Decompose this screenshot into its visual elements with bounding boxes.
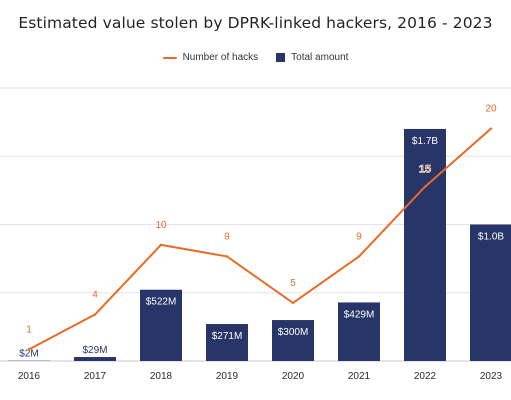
- bar-label-2017: $29M: [82, 345, 107, 356]
- bar-2020: [272, 320, 314, 361]
- bar-2021: [338, 302, 380, 361]
- hacks-point-2019: [225, 255, 229, 258]
- hacks-point-2023: [489, 127, 493, 130]
- bar-label-2023: $1.0B: [478, 232, 504, 243]
- hacks-point-2017: [93, 313, 97, 316]
- hacks-label-2020: 5: [290, 278, 296, 289]
- hacks-point-2022: [423, 185, 427, 188]
- bar-label-2020: $300M: [278, 327, 309, 338]
- legend-item-amount: Total amount: [276, 52, 348, 63]
- bar-label-2016: $2M: [19, 349, 38, 360]
- legend-label-amount: Total amount: [291, 52, 349, 63]
- x-tick-2023: 2023: [480, 371, 503, 382]
- hacks-point-2018: [159, 243, 163, 247]
- bar-label-2018: $522M: [146, 297, 177, 308]
- x-tick-2017: 2017: [84, 371, 107, 382]
- bar-label-2022: $1.7B: [412, 136, 438, 147]
- hacks-label-2023: 20: [485, 104, 497, 115]
- chart-title: Estimated value stolen by DPRK-linked ha…: [18, 14, 493, 32]
- x-tick-2022: 2022: [414, 371, 437, 382]
- bar-2022: [404, 128, 446, 361]
- bar-2019: [206, 324, 248, 361]
- hacks-point-2021: [357, 255, 361, 258]
- legend: Number of hacks Total amount: [0, 52, 511, 63]
- hacks-point-2016: [27, 348, 31, 351]
- bar-2017: [74, 357, 116, 361]
- hacks-label-2017: 4: [92, 290, 98, 301]
- hacks-point-2020: [291, 301, 295, 305]
- x-tick-2021: 2021: [348, 371, 371, 382]
- hacks-label-2021: 9: [356, 231, 362, 242]
- x-tick-2016: 2016: [18, 371, 41, 382]
- x-tick-2019: 2019: [216, 371, 239, 382]
- hacks-label-2018: 10: [155, 220, 167, 231]
- x-tick-2018: 2018: [150, 371, 173, 382]
- bar-2018: [140, 289, 182, 361]
- hacks-label-2016: 1: [26, 324, 32, 335]
- hacks-line: [28, 127, 492, 351]
- legend-line-swatch: [162, 56, 177, 59]
- legend-item-hacks: Number of hacks: [162, 52, 259, 63]
- hacks-label-2019: 9: [224, 231, 230, 242]
- x-tick-2020: 2020: [282, 371, 305, 382]
- bar-2023: [470, 224, 511, 361]
- legend-label-hacks: Number of hacks: [182, 52, 259, 63]
- legend-box-swatch: [276, 53, 286, 62]
- hacks-label-2022: 15: [419, 164, 431, 176]
- bar-label-2021: $429M: [344, 309, 375, 320]
- bar-label-2019: $271M: [212, 331, 243, 342]
